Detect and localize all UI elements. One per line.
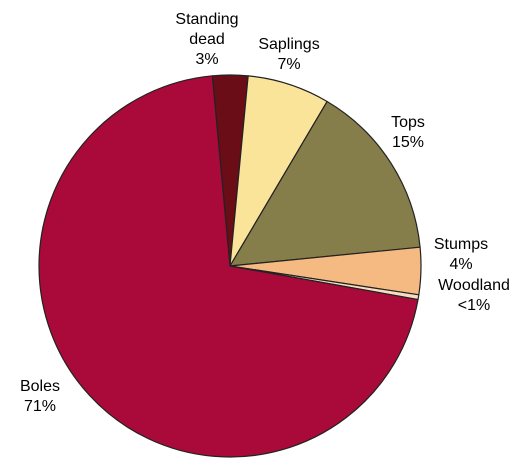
label-woodland-value: <1%: [458, 297, 490, 314]
label-stumps-name: Stumps: [434, 236, 488, 253]
label-woodland-name: Woodland: [438, 277, 510, 294]
label-tops-name: Tops: [391, 114, 425, 131]
pie-slice-boles: [38, 75, 419, 458]
pie-slice-tops: [229, 100, 421, 267]
label-standing-dead-name-2: dead: [189, 31, 225, 48]
label-stumps-value: 4%: [449, 256, 472, 273]
label-saplings-name: Saplings: [258, 36, 319, 53]
label-standing-dead-name-1: Standing: [175, 11, 238, 28]
pie-slices: [38, 74, 422, 458]
label-boles-value: 71%: [24, 398, 56, 415]
label-boles-name: Boles: [20, 378, 60, 395]
label-tops-value: 15%: [392, 134, 424, 151]
label-standing-dead-value: 3%: [195, 51, 218, 68]
label-saplings-value: 7%: [277, 56, 300, 73]
